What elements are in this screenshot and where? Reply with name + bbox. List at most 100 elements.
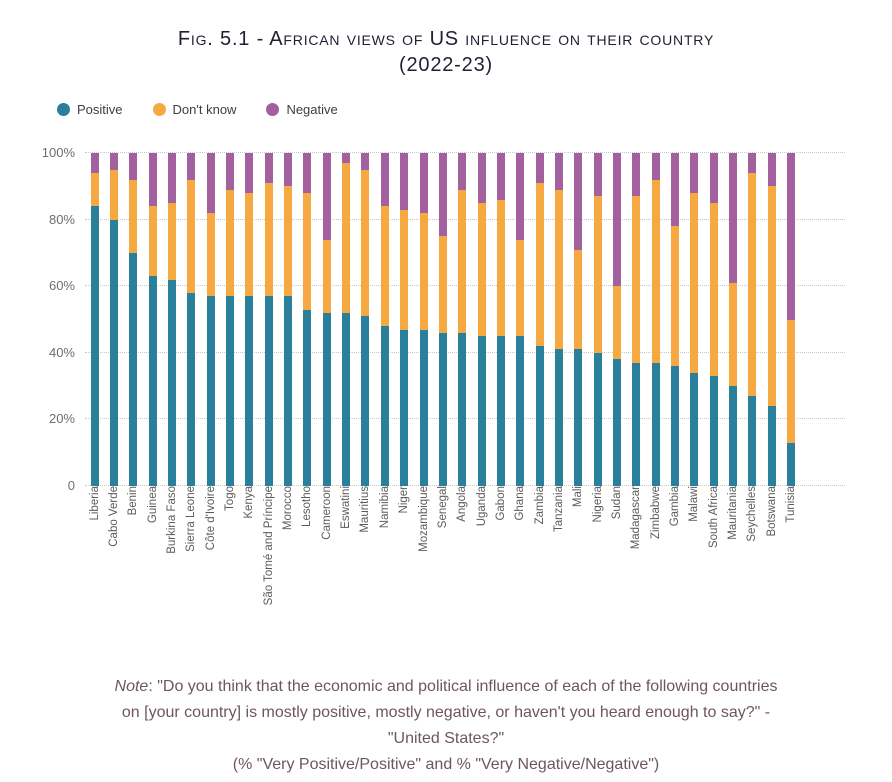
bar-c-te-d-ivoire — [206, 153, 215, 486]
segment-negative-cabo-verde — [110, 153, 119, 170]
bar-s-o-tom-and-pr-ncipe — [264, 153, 273, 486]
segment-don-t-know-namibia — [380, 206, 389, 327]
segment-positive-zambia — [535, 346, 544, 486]
bar-column-namibia — [375, 153, 394, 486]
segment-don-t-know-c-te-d-ivoire — [206, 212, 215, 297]
bar-column-nigeria — [588, 153, 607, 486]
bar-senegal — [438, 153, 447, 486]
legend: Positive Don't know Negative — [57, 102, 892, 117]
y-tick-0: 0 — [67, 478, 75, 493]
segment-don-t-know-cameroon — [322, 239, 331, 313]
segment-don-t-know-botswana — [767, 186, 776, 407]
x-label-col-gambia: Gambia — [665, 486, 684, 644]
x-tick-nigeria: Nigeria — [591, 486, 604, 523]
segment-positive-c-te-d-ivoire — [206, 296, 215, 486]
segment-don-t-know-ghana — [516, 239, 525, 337]
legend-dot-positive — [57, 103, 70, 116]
x-tick-ghana: Ghana — [514, 486, 527, 521]
bar-column-gabon — [491, 153, 510, 486]
bar-tunisia — [787, 153, 796, 486]
chart-title: Fig. 5.1 - African views of US influence… — [0, 0, 892, 78]
segment-negative-madagascar — [632, 153, 641, 197]
bar-column-togo — [220, 153, 239, 486]
bar-uganda — [477, 153, 486, 486]
segment-positive-kenya — [245, 296, 254, 486]
bar-column-cameroon — [317, 153, 336, 486]
x-tick-seychelles: Seychelles — [746, 486, 759, 542]
x-label-col-eswatini: Eswatini — [336, 486, 355, 644]
x-label-col-tanzania: Tanzania — [549, 486, 568, 644]
segment-negative-mali — [574, 153, 583, 250]
segment-positive-mozambique — [419, 329, 428, 486]
segment-positive-angola — [458, 332, 467, 486]
bar-zimbabwe — [651, 153, 660, 486]
x-tick-sudan: Sudan — [610, 486, 623, 520]
x-label-col-guinea: Guinea — [143, 486, 162, 644]
note-line2: (% "Very Positive/Positive" and % "Very … — [232, 756, 660, 773]
y-tick-40: 40% — [48, 344, 75, 360]
bar-column-cabo-verde — [104, 153, 123, 486]
segment-positive-liberia — [90, 206, 99, 486]
segment-positive-uganda — [477, 336, 486, 486]
segment-don-t-know-s-o-tom-and-pr-ncipe — [264, 182, 273, 297]
x-label-col-tunisia: Tunisia — [781, 486, 800, 644]
bar-togo — [226, 153, 235, 486]
x-tick-guinea: Guinea — [146, 486, 159, 524]
segment-negative-tunisia — [787, 153, 796, 320]
gridline-100 — [85, 152, 845, 153]
bar-column-guinea — [143, 153, 162, 486]
x-tick-zambia: Zambia — [533, 486, 546, 525]
segment-positive-ghana — [516, 336, 525, 486]
x-label-col-zambia: Zambia — [530, 486, 549, 644]
x-label-col-madagascar: Madagascar — [627, 486, 646, 644]
segment-don-t-know-kenya — [245, 192, 254, 297]
segment-don-t-know-eswatini — [342, 163, 351, 313]
segment-positive-s-o-tom-and-pr-ncipe — [264, 296, 273, 486]
x-label-col-cabo-verde: Cabo Verde — [104, 486, 123, 644]
y-tick-60: 60% — [48, 278, 75, 294]
segment-positive-niger — [400, 329, 409, 486]
segment-positive-guinea — [148, 276, 157, 486]
segment-don-t-know-gabon — [496, 199, 505, 337]
bar-column-zambia — [530, 153, 549, 486]
segment-negative-mozambique — [419, 153, 428, 213]
bar-column-c-te-d-ivoire — [201, 153, 220, 486]
bar-column-morocco — [278, 153, 297, 486]
x-tick-togo: Togo — [224, 486, 237, 511]
segment-negative-nigeria — [593, 153, 602, 197]
bar-column-kenya — [240, 153, 259, 486]
note-body: : "Do you think that the economic and po… — [121, 678, 778, 747]
bar-lesotho — [303, 153, 312, 486]
bar-malawi — [690, 153, 699, 486]
segment-positive-gabon — [496, 336, 505, 486]
x-tick-morocco: Morocco — [282, 486, 295, 531]
segment-don-t-know-malawi — [690, 192, 699, 373]
y-tick-100: 100% — [41, 145, 75, 160]
x-label-col-mali: Mali — [569, 486, 588, 644]
bar-angola — [458, 153, 467, 486]
note: Note: "Do you think that the economic an… — [108, 674, 784, 778]
bar-column-tanzania — [549, 153, 568, 486]
bar-column-lesotho — [298, 153, 317, 486]
legend-item-positive: Positive — [57, 102, 123, 117]
plot-area: 0 20% 40% 60% 80% 100% — [42, 145, 845, 493]
x-label-col-c-te-d-ivoire: Côte d'Ivoire — [201, 486, 220, 644]
x-tick-gabon: Gabon — [494, 486, 507, 521]
segment-positive-tanzania — [554, 349, 563, 486]
segment-negative-sudan — [612, 153, 621, 287]
segment-negative-eswatini — [342, 153, 351, 163]
legend-dot-dont-know — [152, 103, 166, 116]
segment-positive-lesotho — [303, 309, 312, 486]
segment-positive-botswana — [767, 406, 776, 486]
y-tick-20: 20% — [48, 411, 75, 427]
segment-positive-eswatini — [342, 312, 351, 486]
legend-label-dont-know: Don't know — [172, 102, 237, 117]
x-label-col-mauritius: Mauritius — [356, 486, 375, 644]
x-axis-labels: Liberia Cabo Verde Benin Guinea Burkina Faso… — [85, 486, 845, 644]
x-label-col-gabon: Gabon — [491, 486, 510, 644]
segment-positive-morocco — [284, 296, 293, 486]
bar-botswana — [767, 153, 776, 486]
segment-don-t-know-tanzania — [554, 189, 563, 350]
segment-negative-burkina-faso — [168, 153, 177, 203]
